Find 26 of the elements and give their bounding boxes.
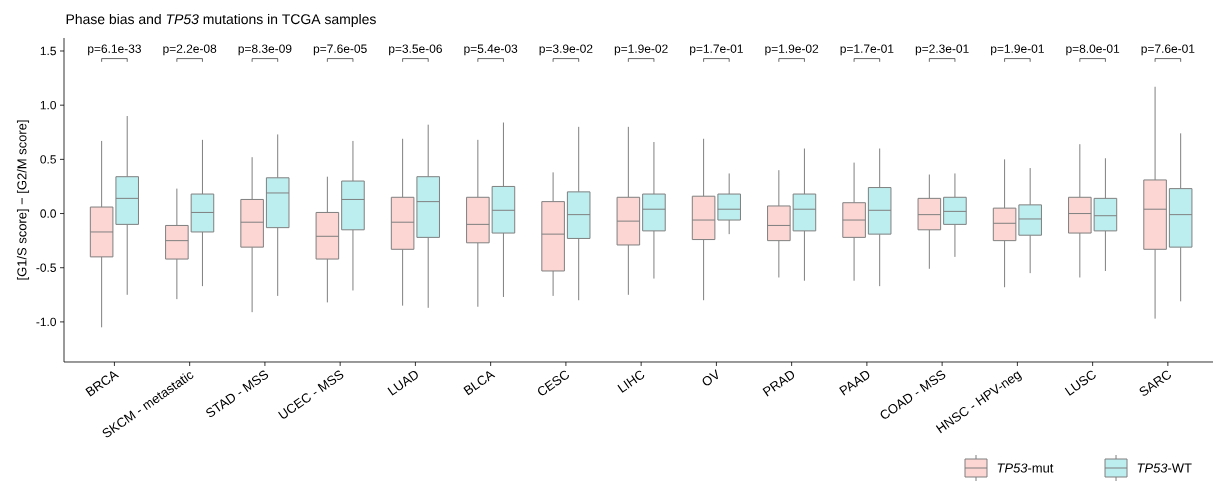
y-tick-label: 1.5 bbox=[40, 46, 56, 56]
annotation: p=1.9e-01 bbox=[991, 44, 1044, 56]
legend-label: TP53-mut bbox=[997, 463, 1054, 473]
annotation: p=1.9e-02 bbox=[614, 44, 668, 56]
annotation: p=2.2e-08 bbox=[163, 44, 217, 56]
y-tick-label: 0.0 bbox=[40, 209, 57, 218]
annotation: p=8.0e-01 bbox=[1066, 44, 1120, 56]
annotation: p=7.6e-05 bbox=[313, 44, 367, 56]
y-tick-label: -0.5 bbox=[36, 263, 56, 272]
legend-label: TP53-WT bbox=[1137, 463, 1192, 473]
annotation: p=3.5e-06 bbox=[389, 44, 442, 56]
y-tick-label: 0.5 bbox=[40, 155, 56, 164]
x-tick-label: OV bbox=[702, 369, 719, 386]
annotation: p=1.7e-01 bbox=[690, 44, 743, 56]
annotation: p=1.9e-02 bbox=[765, 44, 819, 56]
y-tick-label: -1.0 bbox=[36, 317, 57, 327]
y-tick-label: 1.0 bbox=[40, 100, 57, 110]
annotation: p=8.3e-09 bbox=[238, 44, 292, 56]
y-axis-title: [G1/S score] − [G2/M score] bbox=[16, 120, 30, 280]
annotation: p=2.3e-01 bbox=[915, 44, 969, 56]
annotation: p=7.6e-01 bbox=[1141, 44, 1195, 56]
annotation: p=1.7e-01 bbox=[840, 44, 894, 56]
annotation: p=3.9e-02 bbox=[539, 44, 593, 56]
chart-title: Phase bias and TP53 mutations in TCGA samples bbox=[66, 13, 376, 27]
annotation: p=6.1e-33 bbox=[88, 44, 141, 56]
annotation: p=5.4e-03 bbox=[464, 44, 518, 56]
